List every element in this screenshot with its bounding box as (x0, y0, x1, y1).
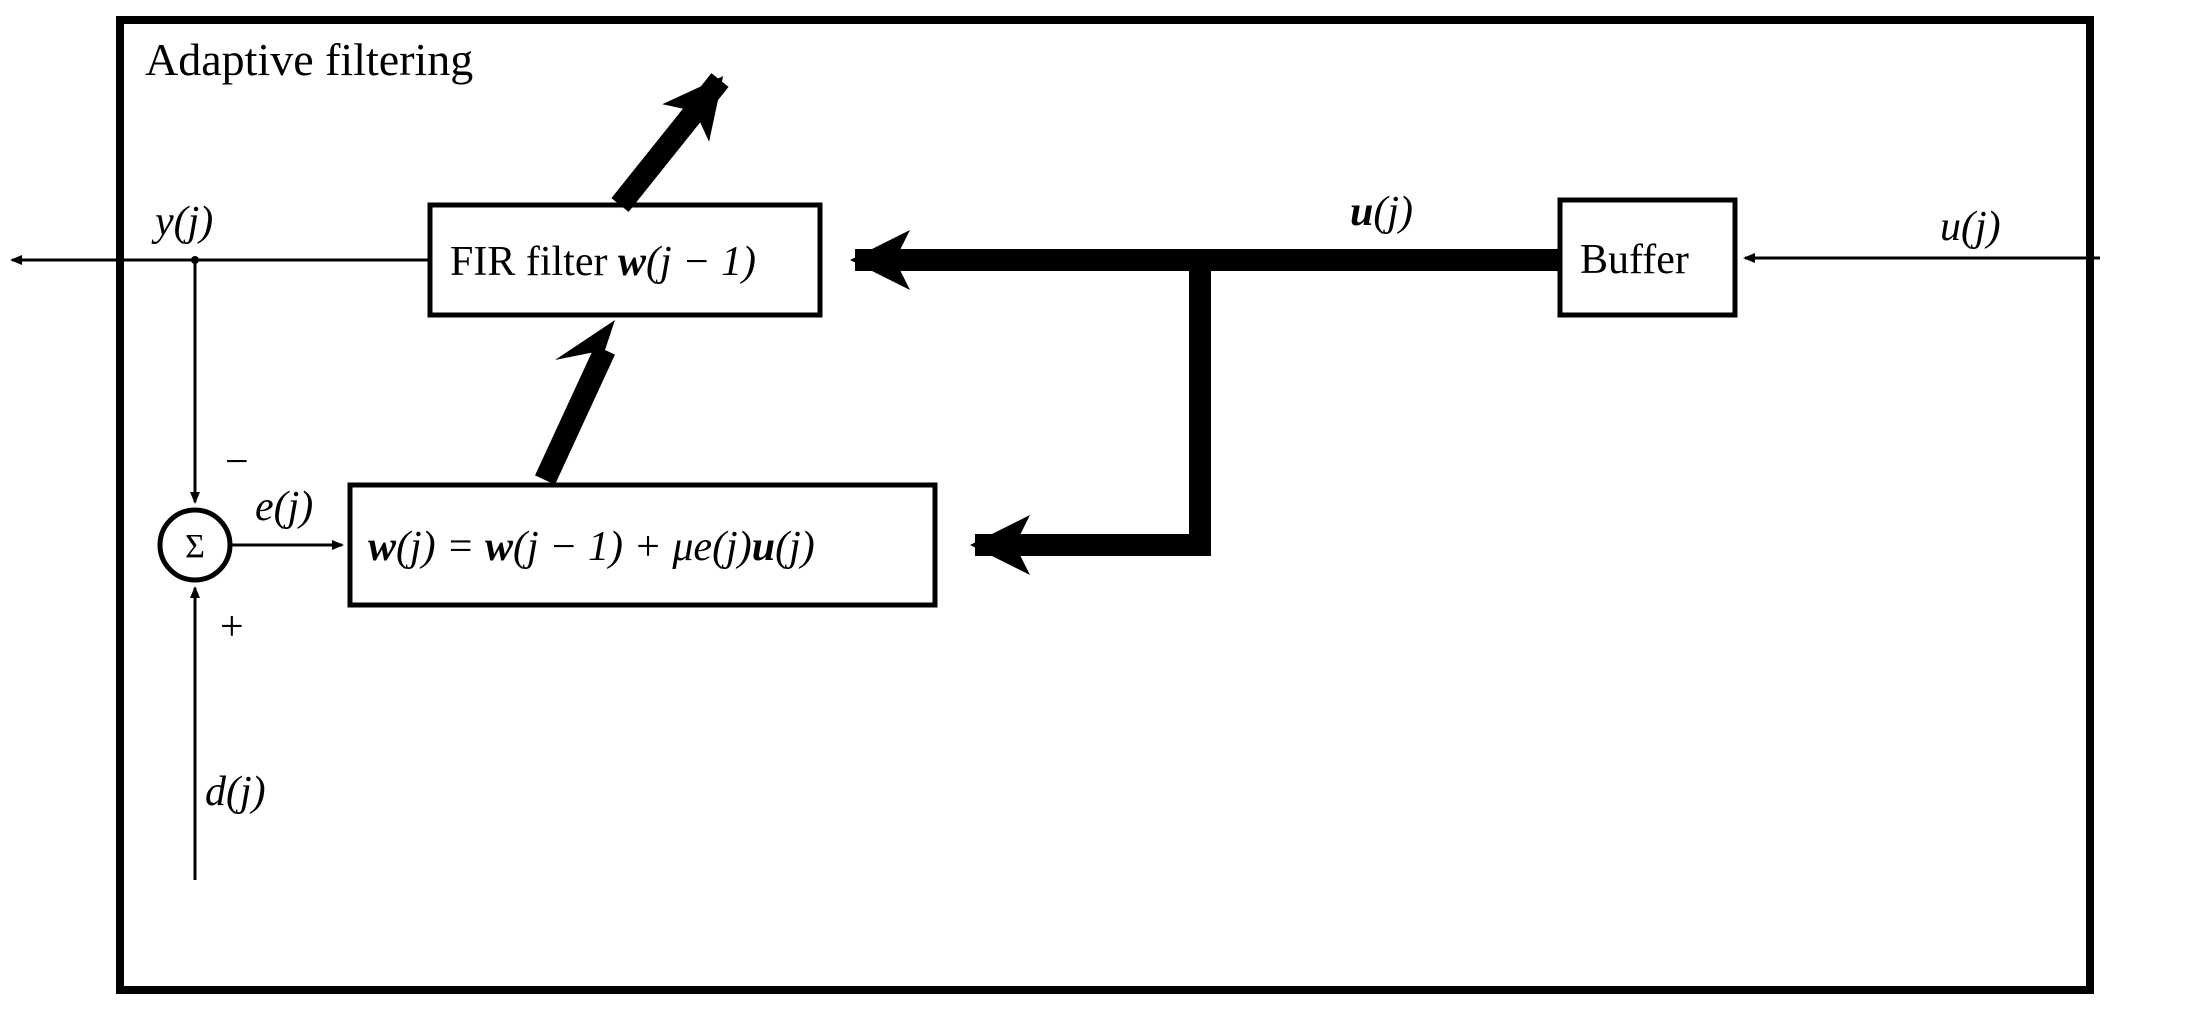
update-equation-label: w(j) = w(j − 1) + μe(j)u(j) (368, 524, 815, 570)
thick-arrow-u-to-update (975, 260, 1200, 545)
adaptive-filtering-diagram: Adaptive filtering FIR filter w(j − 1) B… (0, 0, 2195, 1027)
u-j-label: u(j) (1940, 204, 2001, 250)
title-label: Adaptive filtering (145, 34, 473, 85)
thick-arrow-fir-up (620, 80, 720, 205)
minus-label: − (225, 439, 249, 485)
u-bold-j-label: u(j) (1350, 189, 1413, 235)
fir-filter-label: FIR filter w(j − 1) (450, 239, 756, 285)
d-j-label: d(j) (205, 769, 266, 815)
plus-label: + (220, 604, 244, 650)
e-j-label: e(j) (255, 484, 313, 530)
y-j-label: y(j) (151, 199, 213, 245)
thick-arrow-update-to-fir (545, 350, 605, 480)
buffer-label: Buffer (1580, 237, 1689, 283)
sum-label: Σ (185, 528, 205, 565)
